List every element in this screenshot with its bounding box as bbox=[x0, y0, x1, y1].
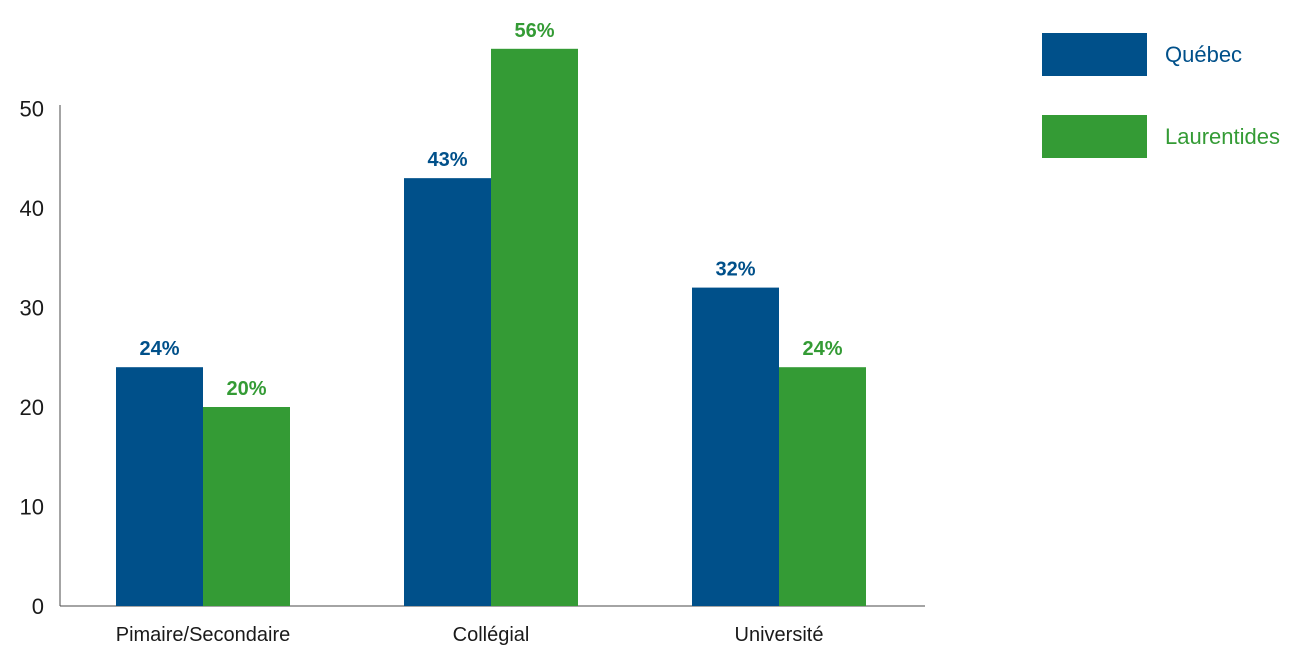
data-label: 56% bbox=[514, 20, 554, 42]
data-label: 24% bbox=[802, 338, 842, 360]
y-tick-label: 0 bbox=[32, 594, 44, 619]
legend-label: Québec bbox=[1165, 42, 1242, 67]
bar-quebec bbox=[116, 367, 203, 606]
data-label: 32% bbox=[715, 259, 755, 281]
bar-laurentides bbox=[491, 48, 578, 607]
chart-legend: Québec Laurentides bbox=[1042, 33, 1280, 158]
legend-label: Laurentides bbox=[1165, 124, 1280, 149]
y-axis-ticks: 0 10 20 30 40 50 bbox=[20, 97, 44, 620]
bar-laurentides bbox=[203, 407, 290, 606]
y-tick-label: 40 bbox=[20, 196, 44, 221]
data-label: 20% bbox=[226, 378, 266, 400]
bar-quebec bbox=[692, 287, 779, 606]
x-category-label: Collégial bbox=[453, 624, 530, 646]
chart-bars: 24% 43% 32% 20% 56% 24% bbox=[116, 20, 866, 607]
bar-quebec bbox=[404, 178, 491, 606]
x-axis-labels: Pimaire/Secondaire Collégial Université bbox=[116, 624, 824, 646]
data-label: 24% bbox=[139, 338, 179, 360]
y-tick-label: 20 bbox=[20, 395, 44, 420]
x-category-label: Pimaire/Secondaire bbox=[116, 624, 291, 646]
y-tick-label: 30 bbox=[20, 296, 44, 321]
y-tick-label: 10 bbox=[20, 495, 44, 520]
y-tick-label: 50 bbox=[20, 97, 44, 122]
bar-laurentides bbox=[779, 367, 866, 606]
legend-swatch bbox=[1042, 115, 1147, 158]
data-label: 43% bbox=[427, 149, 467, 171]
legend-swatch bbox=[1042, 33, 1147, 76]
x-category-label: Université bbox=[735, 624, 824, 646]
